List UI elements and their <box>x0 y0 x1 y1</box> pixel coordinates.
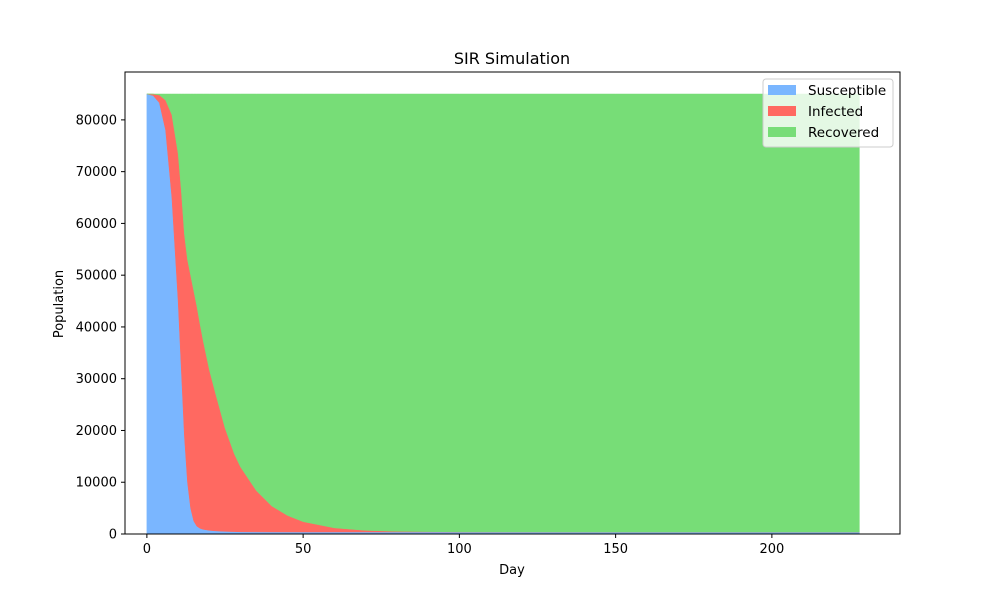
y-tick-label: 50000 <box>76 269 117 284</box>
legend-label-infected: Infected <box>808 104 863 120</box>
legend-swatch-infected <box>768 106 796 116</box>
y-tick-label: 60000 <box>76 217 117 232</box>
x-tick-label: 0 <box>143 542 151 557</box>
plot-frame <box>124 71 901 535</box>
x-axis: 0 50 100 150 200 <box>143 534 784 557</box>
areas-layer <box>146 93 860 535</box>
x-tick-label: 200 <box>759 542 784 557</box>
x-tick-label: 100 <box>447 542 472 557</box>
y-tick-label: 40000 <box>76 320 117 335</box>
y-tick-label: 10000 <box>76 476 117 491</box>
legend-swatch-recovered <box>768 127 796 137</box>
y-tick-label: 30000 <box>76 372 117 387</box>
legend-swatch-susceptible <box>768 85 796 95</box>
y-axis-title: Population <box>52 270 67 338</box>
x-axis-title: Day <box>499 563 525 578</box>
y-tick-label: 80000 <box>76 113 117 128</box>
legend-label-susceptible: Susceptible <box>808 83 886 99</box>
area-recovered <box>146 93 860 533</box>
x-tick-label: 50 <box>295 542 312 557</box>
y-tick-label: 70000 <box>76 165 117 180</box>
y-tick-label: 0 <box>109 528 117 543</box>
chart-title: SIR Simulation <box>454 49 570 68</box>
legend: Susceptible Infected Recovered <box>762 78 894 148</box>
legend-items: Susceptible Infected Recovered <box>768 83 886 141</box>
legend-label-recovered: Recovered <box>808 125 879 141</box>
y-tick-label: 20000 <box>76 424 117 439</box>
y-axis: 0 10000 20000 30000 40000 50000 60000 70000 8000… <box>76 113 125 543</box>
x-tick-label: 150 <box>603 542 628 557</box>
